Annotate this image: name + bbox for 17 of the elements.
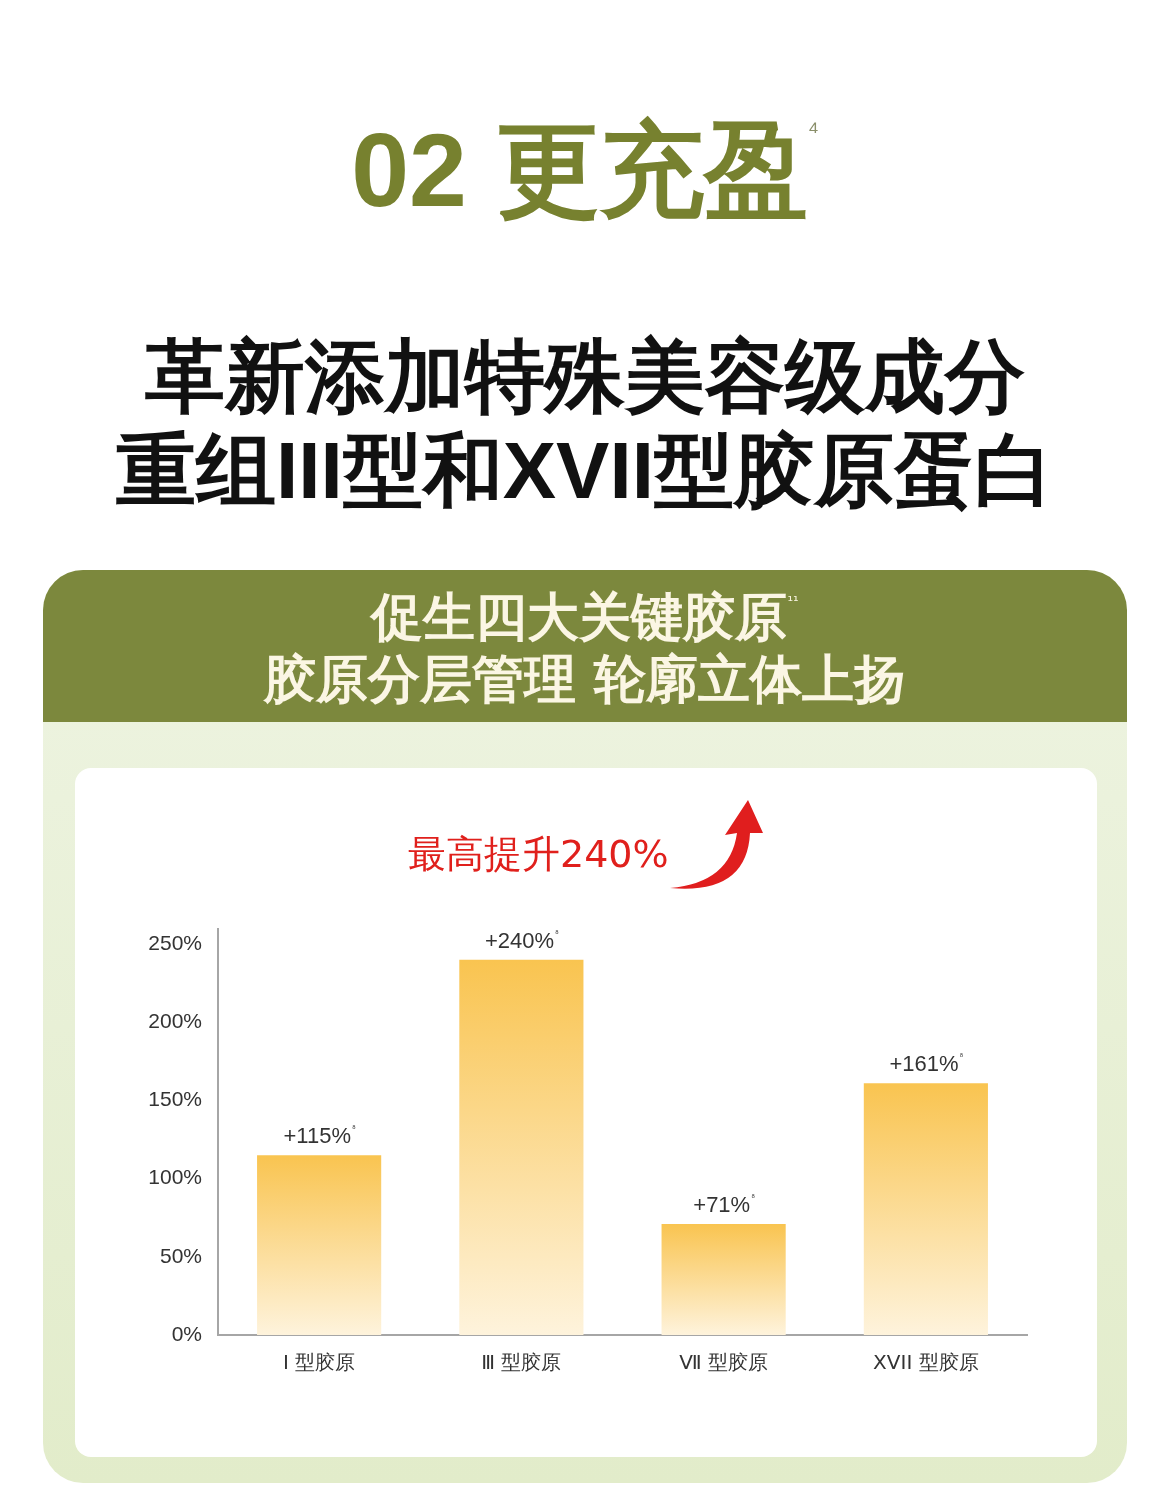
y-tick-label: 200% [148, 1009, 202, 1033]
text: 胶原分层管理 轮廓立体上扬 [263, 649, 907, 709]
bar [863, 1083, 988, 1335]
x-tick-label: Ⅰ 型胶原 [282, 1350, 356, 1375]
y-tick-label: 250% [148, 931, 202, 955]
bar [257, 1155, 382, 1335]
y-tick-label: 150% [148, 1087, 202, 1111]
text: 最高提升240% [408, 831, 669, 878]
y-tick-label: 50% [159, 1243, 202, 1267]
bar [459, 959, 584, 1335]
chart-subtitle: 革新添加特殊美容级成分重组III型和XVII型胶原蛋白 [115, 331, 1055, 517]
y-tick-label: 100% [148, 1165, 202, 1189]
bar [661, 1224, 786, 1335]
y-tick-label: 0% [171, 1321, 202, 1345]
x-tick-label: Ⅶ 型胶原 [679, 1350, 768, 1375]
x-tick-label: XVII 型胶原 [873, 1350, 979, 1375]
x-tick-label: Ⅲ 型胶原 [481, 1350, 562, 1375]
